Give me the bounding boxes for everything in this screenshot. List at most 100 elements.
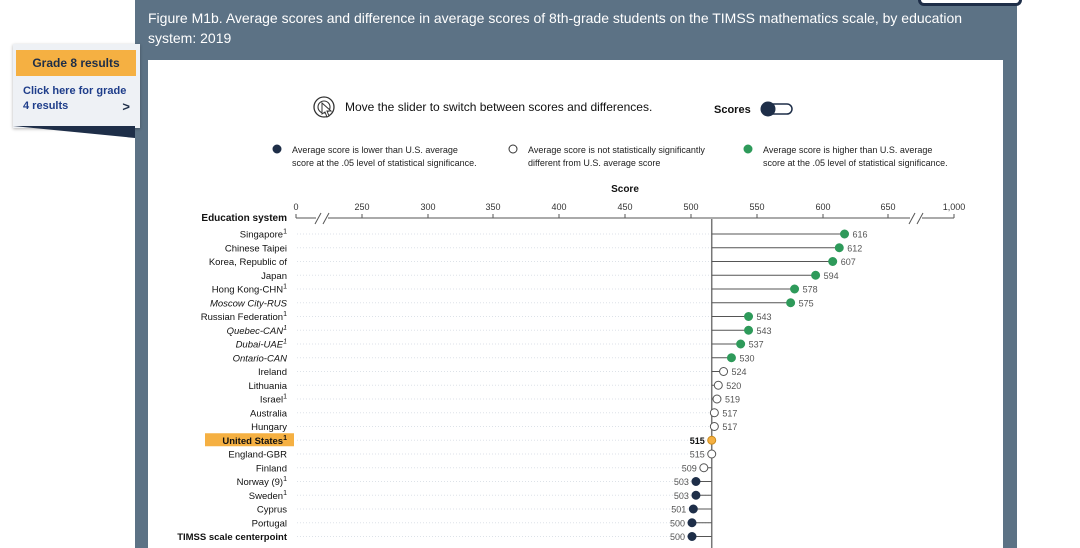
y-axis-label: Education system: [201, 213, 287, 224]
data-label: 594: [824, 271, 839, 281]
row-label: Lithuania: [248, 381, 287, 392]
data-label: 543: [757, 312, 772, 322]
data-label: 612: [847, 243, 862, 253]
x-tick-label: 0: [293, 202, 298, 212]
row-label: Moscow City-RUS: [210, 298, 288, 309]
top-tab: [918, 0, 1022, 6]
chevron-right-icon: >: [122, 99, 130, 114]
grade4-link-line2: 4 results: [23, 100, 69, 112]
data-point[interactable]: [744, 325, 754, 335]
data-point[interactable]: [736, 339, 746, 349]
data-label: 530: [739, 353, 754, 363]
data-label: 517: [722, 422, 737, 432]
data-label: 520: [726, 381, 741, 391]
scores-toggle[interactable]: [760, 101, 793, 117]
grade4-link-line1: Click here for grade: [23, 85, 127, 97]
data-label: 607: [841, 257, 856, 267]
data-label: 616: [853, 230, 868, 240]
row-label: Dubai-UAE1: [236, 339, 288, 351]
row-label: Quebec-CAN1: [227, 325, 288, 337]
row-label: Singapore1: [240, 229, 287, 241]
row-label: United States1: [222, 435, 287, 447]
data-label: 519: [725, 395, 740, 405]
row-label: Cyprus: [257, 505, 287, 516]
legend-text-lower-2: score at the .05 level of statistical si…: [292, 158, 477, 168]
data-point[interactable]: [688, 504, 698, 514]
data-point[interactable]: [828, 257, 838, 266]
x-tick-label: 400: [551, 202, 566, 212]
data-point[interactable]: [840, 229, 850, 239]
slider-label: Scores: [714, 104, 751, 116]
row-label: Finland: [256, 463, 287, 474]
data-point[interactable]: [709, 408, 719, 418]
legend: Average score is lower than U.S. average…: [272, 144, 948, 168]
x-tick-label: 550: [749, 202, 764, 212]
row-label: Japan: [261, 271, 287, 282]
grade8-results-button[interactable]: Grade 8 results: [16, 50, 136, 76]
legend-marker-higher: [743, 144, 753, 154]
row-label: Korea, Republic of: [209, 257, 288, 268]
legend-text-higher-1: Average score is higher than U.S. averag…: [763, 145, 932, 155]
data-label: 503: [674, 491, 689, 501]
data-point[interactable]: [744, 312, 754, 321]
x-tick-label: 650: [880, 202, 895, 212]
data-label: 543: [757, 326, 772, 336]
data-point[interactable]: [707, 435, 717, 445]
x-tick-label: 1,000: [943, 202, 966, 212]
data-point[interactable]: [713, 380, 723, 390]
data-point[interactable]: [707, 449, 717, 459]
data-label: 500: [670, 518, 685, 528]
rows: Singapore1 Chinese Taipei Korea, Republic …: [177, 229, 712, 543]
data-label: 575: [799, 298, 814, 308]
data-label: 501: [671, 505, 686, 515]
row-label: England-GBR: [228, 450, 287, 461]
us-highlight: [205, 433, 294, 447]
axis-break-icon: [908, 212, 924, 225]
row-label: Portugal: [252, 518, 287, 529]
row-label: Hong Kong-CHN1: [212, 284, 287, 296]
data-point[interactable]: [709, 422, 719, 431]
data-point[interactable]: [719, 367, 729, 376]
data-point[interactable]: [687, 518, 697, 528]
data-label: 524: [732, 367, 747, 377]
data-point[interactable]: [786, 298, 796, 308]
data-point[interactable]: [691, 490, 701, 500]
x-tick-label: 300: [420, 202, 435, 212]
data-point[interactable]: [691, 477, 701, 486]
grade4-results-link[interactable]: Click here for grade 4 results >: [16, 84, 136, 124]
legend-marker-lower: [272, 144, 282, 154]
row-label: Sweden1: [249, 490, 287, 502]
legend-text-lower-1: Average score is lower than U.S. average: [292, 145, 458, 155]
data-label: 515: [690, 436, 705, 446]
data-label: 509: [682, 463, 697, 473]
data-point[interactable]: [712, 394, 722, 404]
x-tick-label: 500: [683, 202, 698, 212]
data-point[interactable]: [790, 284, 800, 294]
chart-panel: [148, 60, 1003, 548]
x-tick-label: 350: [485, 202, 500, 212]
data-point[interactable]: [687, 532, 697, 541]
row-label: Chinese Taipei: [225, 243, 287, 254]
legend-marker-ns: [508, 144, 518, 154]
row-label: Ireland: [258, 367, 287, 378]
legend-text-higher-2: score at the .05 level of statistical si…: [763, 158, 948, 168]
x-tick-label: 600: [815, 202, 830, 212]
row-label: Australia: [250, 408, 288, 419]
row-label: Ontario-CAN: [233, 353, 288, 364]
data-label: 515: [690, 450, 705, 460]
row-label: Norway (9)1: [237, 476, 287, 488]
data-label: 503: [674, 477, 689, 487]
data-point[interactable]: [834, 243, 844, 253]
row-label: TIMSS scale centerpoint: [177, 532, 288, 543]
data-point[interactable]: [699, 463, 709, 473]
data-label: 578: [803, 285, 818, 295]
data-point[interactable]: [811, 270, 821, 280]
legend-text-ns-2: different from U.S. average score: [528, 158, 660, 168]
x-axis: 0 250 300 350 400 450 500 550 600 650 1,000: [293, 202, 966, 225]
row-label: Israel1: [260, 394, 287, 406]
data-point[interactable]: [726, 353, 736, 363]
x-axis-label: Score: [611, 184, 639, 195]
x-tick-label: 450: [617, 202, 632, 212]
